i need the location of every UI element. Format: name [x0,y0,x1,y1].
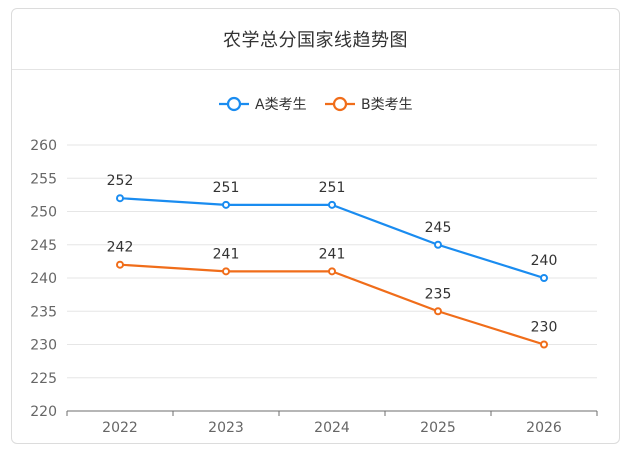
data-label: 241 [213,246,240,262]
x-tick-label: 2023 [208,420,244,436]
grid-lines [67,144,597,379]
line-chart: A类考生 B类考生 220 225 230 235 240 245 250 255 260 202… [30,96,598,436]
x-axis: 2022 2023 2024 2025 2026 [66,410,598,436]
data-label: 251 [213,180,240,196]
data-label: 251 [319,180,346,196]
data-point [116,194,124,203]
data-label: 242 [107,240,134,256]
data-label: 230 [531,320,558,336]
data-point [434,240,442,249]
legend-label: A类考生 [255,97,307,113]
series-b: 242 241 241 235 230 [107,240,558,349]
legend[interactable]: A类考生 B类考生 [219,96,413,113]
y-tick-label: 250 [30,205,57,221]
card-header: 农学总分国家线趋势图 [12,9,619,70]
legend-item-a[interactable]: A类考生 [219,96,307,113]
data-label: 235 [425,286,452,302]
x-tick-label: 2024 [314,420,350,436]
data-point [116,260,124,269]
data-point [434,307,442,316]
data-point [328,200,336,209]
legend-marker-icon [226,96,242,112]
data-point [328,267,336,276]
y-tick-label: 235 [30,304,57,320]
series-line [119,263,545,346]
chart-title: 农学总分国家线趋势图 [223,30,408,51]
data-point [540,340,548,349]
y-tick-label: 225 [30,371,57,387]
legend-item-b[interactable]: B类考生 [325,96,413,113]
y-tick-label: 230 [30,338,57,354]
x-tick-label: 2025 [420,420,456,436]
data-point [222,267,230,276]
y-tick-label: 245 [30,238,57,254]
chart-card: 农学总分国家线趋势图 A类考生 B类考生 220 225 230 235 240 245 25… [11,8,620,444]
legend-label: B类考生 [361,97,413,113]
chart-area: A类考生 B类考生 220 225 230 235 240 245 250 255 260 202… [12,70,619,443]
y-tick-label: 240 [30,271,57,287]
y-tick-label: 260 [30,138,57,154]
series-line [119,197,545,280]
legend-marker-icon [332,96,348,112]
x-tick-label: 2022 [102,420,138,436]
data-point [540,274,548,282]
data-label: 252 [107,173,134,189]
data-label: 240 [531,253,558,269]
data-label: 241 [319,246,346,262]
y-tick-label: 220 [30,404,57,420]
x-tick-label: 2026 [526,420,562,436]
series-group: 252 251 251 245 240 242 241 241 235 230 [107,173,558,349]
y-axis: 220 225 230 235 240 245 250 255 260 [30,138,57,420]
data-point [222,200,230,209]
data-label: 245 [425,220,452,236]
y-tick-label: 255 [30,171,57,187]
series-a: 252 251 251 245 240 [107,173,558,282]
